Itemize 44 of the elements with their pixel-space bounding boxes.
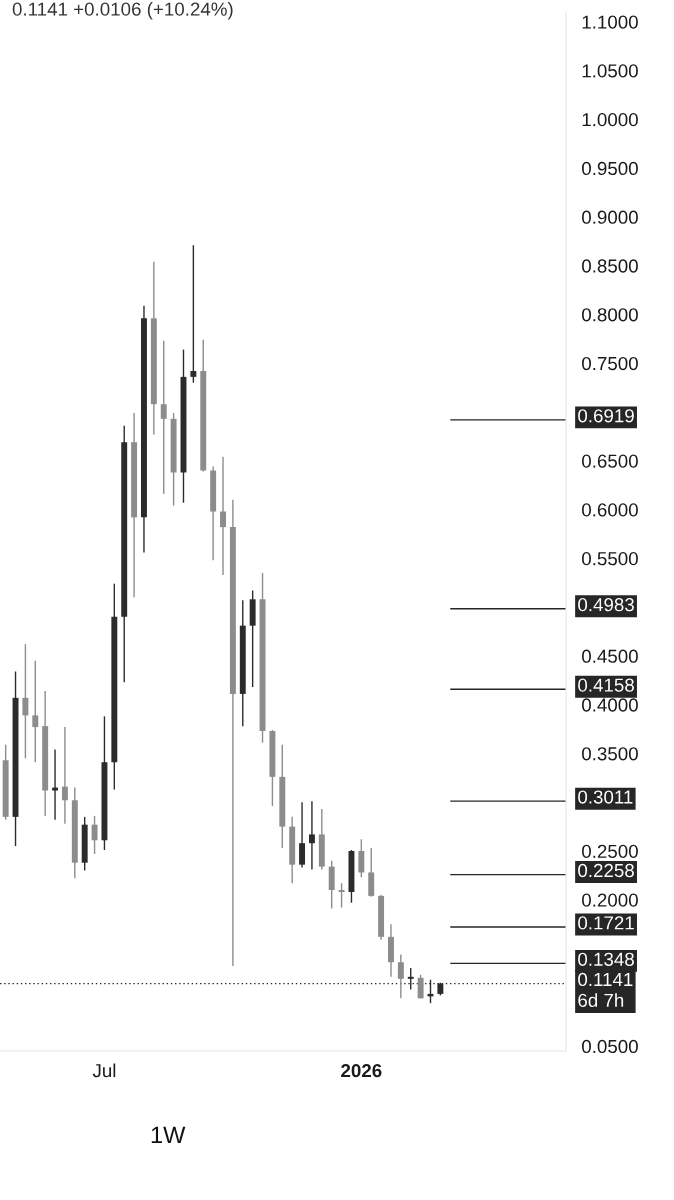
ref-line-label: 0.1721 [578,916,634,930]
text: 1W [151,1126,186,1144]
y-tick-label: 0.3500 [582,747,638,761]
ref-line-label: 0.1348 [578,952,634,966]
x-tick-label: Jul [92,1063,116,1078]
ref-line-label: 0.4983 [578,598,634,612]
candlestick [91,815,98,855]
candlestick [368,847,375,898]
candlestick [32,660,39,763]
y-tick-label: 0.5500 [582,552,638,566]
candlestick [220,456,226,576]
y-tick-label: 0.9500 [582,161,638,176]
y-tick-label: 0.4000 [582,698,638,712]
candlestick [61,726,68,825]
candlestick [52,748,59,821]
candlestick [308,800,315,871]
y-tick-label: 0.2500 [582,844,638,858]
x-tick-label: 2026 [341,1064,382,1078]
y-tick-label: 0.8500 [582,259,638,273]
ref-line-label: 0.4158 [578,678,634,692]
y-tick-label: 0.0500 [582,1039,638,1054]
candlestick [22,643,29,760]
y-tick-label: 0.6000 [582,503,638,517]
ref-line-label: 0.2258 [578,863,634,878]
ref-line-label: 0.1141 6d 7h [578,972,633,1007]
ref-line-label: 0.3011 [578,790,633,804]
candlestick [328,860,335,910]
candlestick [190,244,197,384]
y-tick-label: 0.9000 [582,210,638,224]
candlestick [299,801,306,869]
y-tick-label: 0.4500 [582,649,638,663]
y-tick-label: 1.0500 [582,64,638,78]
candlestick [358,838,365,879]
candlestick [338,882,345,909]
chart-title: 0.1141 +0.0106 (+10.24%) [12,2,233,20]
y-tick-label: 1.1000 [582,15,638,29]
candlestick [397,953,404,1000]
ref-line-label: 0.6919 [578,409,634,423]
y-tick-label: 1.0000 [582,113,638,127]
y-tick-label: 0.2000 [582,893,638,907]
y-tick-label: 0.6500 [582,454,638,468]
y-tick-label: 0.8000 [582,308,638,322]
candlestick [160,340,167,495]
y-tick-label: 0.7500 [582,356,638,371]
